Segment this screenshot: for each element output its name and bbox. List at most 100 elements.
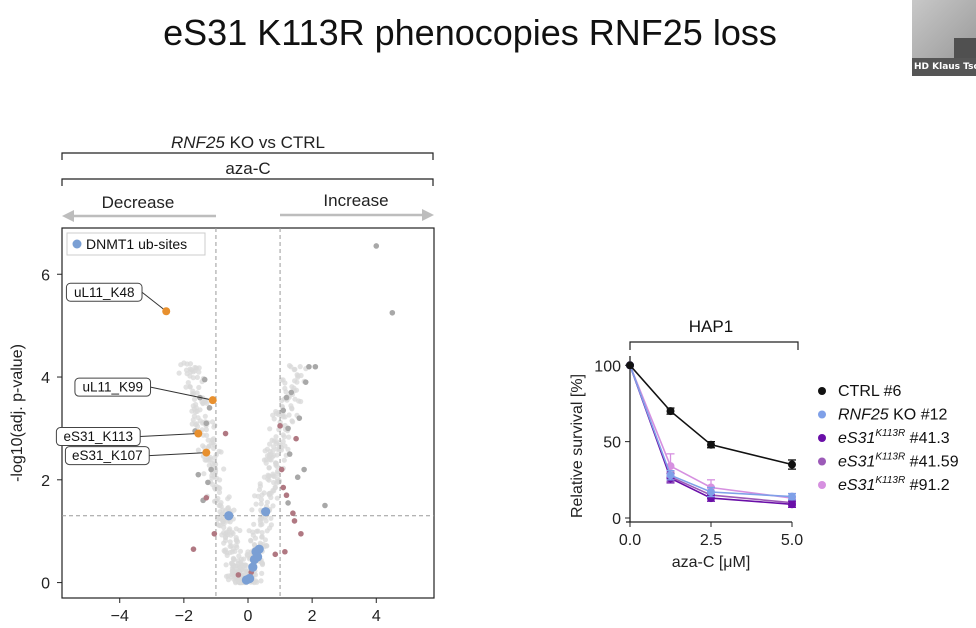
y-tick-label: 100 <box>594 358 621 375</box>
callout-label: eS31_K107 <box>72 448 143 463</box>
other-point <box>291 518 298 524</box>
background-point <box>286 412 292 418</box>
series-line <box>629 364 793 466</box>
background-point <box>261 490 267 496</box>
background-point <box>206 443 212 449</box>
legend-label: eS31K113R #91.2 <box>838 475 950 494</box>
background-point <box>209 461 215 467</box>
background-point <box>212 486 218 492</box>
background-point <box>195 447 201 453</box>
background-point <box>283 389 289 395</box>
callout-line <box>150 386 213 401</box>
background-point <box>188 367 194 373</box>
legend-italic: eS31 <box>838 477 875 494</box>
volcano-plot: RNF25 KO vs CTRL aza-C Decrease Increase uL1… <box>9 133 435 625</box>
increase-arrow-head <box>422 209 434 221</box>
background-point <box>292 366 298 372</box>
background-point <box>292 396 298 402</box>
callout-line <box>141 291 167 312</box>
background-point <box>223 562 229 568</box>
background-point <box>264 543 270 549</box>
background-point <box>233 542 239 548</box>
callout-box <box>65 282 143 302</box>
background-point <box>200 400 206 406</box>
increase-label: Increase <box>323 191 388 210</box>
significant-point <box>322 502 328 509</box>
background-point <box>223 534 229 540</box>
dnmt1-point <box>253 552 263 562</box>
x-tick-label: 2.5 <box>700 532 722 549</box>
series-point <box>788 492 796 501</box>
background-point <box>276 479 282 485</box>
background-point <box>286 434 292 440</box>
participant-name-caption: HD Klaus Tsc <box>912 58 976 76</box>
background-point <box>255 493 261 499</box>
highlighted-point <box>162 307 171 316</box>
background-point <box>264 528 270 534</box>
other-point <box>283 492 290 499</box>
background-point <box>261 457 267 463</box>
legend-superscript: K113R <box>875 428 905 439</box>
other-point <box>272 551 279 558</box>
y-tick-label: 0 <box>612 511 621 528</box>
significant-point <box>208 466 214 473</box>
background-point <box>185 380 191 386</box>
background-point <box>266 491 272 497</box>
background-point <box>227 539 233 545</box>
y-axis-label: Relative survival [%] <box>569 374 586 518</box>
participant-video-thumbnail[interactable]: HD Klaus Tsc <box>912 0 976 76</box>
slide-title: eS31 K113R phenocopies RNF25 loss <box>163 12 777 53</box>
background-point <box>285 446 291 452</box>
legend-rest: #91.2 <box>905 477 950 494</box>
other-point <box>203 494 210 501</box>
callout-line <box>149 452 207 457</box>
background-point <box>258 501 264 507</box>
background-point <box>262 448 268 454</box>
dnmt1-point <box>254 544 264 554</box>
legend-rest: CTRL #6 <box>838 383 902 400</box>
legend-marker <box>818 410 826 419</box>
background-point <box>202 457 208 463</box>
background-point <box>274 471 281 477</box>
significant-point <box>195 471 202 478</box>
legend-box <box>66 232 206 256</box>
background-point <box>213 468 219 474</box>
other-point <box>293 435 299 442</box>
legend-label: DNMT1 ub-sites <box>86 236 187 252</box>
legend-rest: #41.3 <box>905 430 950 447</box>
background-point <box>235 560 241 567</box>
series-point <box>666 407 675 416</box>
legend-marker <box>818 481 826 489</box>
x-tick-label: 0 <box>244 608 253 625</box>
background-point <box>209 419 216 425</box>
legend-label: eS31K113R #41.59 <box>838 452 959 471</box>
background-point <box>216 448 222 454</box>
survival-chart: HAP1 0 50 100 0.0 2.5 5.0 aza-C [μM] Relative su… <box>569 317 959 571</box>
background-point <box>251 521 257 527</box>
other-point <box>190 546 197 552</box>
significant-point <box>389 309 396 316</box>
background-point <box>221 548 227 554</box>
legend-label: eS31K113R #41.3 <box>838 428 950 447</box>
other-point <box>211 530 218 537</box>
background-point <box>228 532 234 538</box>
background-point <box>259 534 265 540</box>
background-point <box>281 434 287 440</box>
background-point <box>252 572 259 578</box>
background-point <box>190 388 196 394</box>
significant-point <box>296 415 303 421</box>
other-point <box>298 530 304 537</box>
legend-rest: KO #12 <box>889 407 948 424</box>
background-point <box>271 452 277 459</box>
background-point <box>230 546 236 552</box>
background-point <box>189 408 195 414</box>
survival-title-bracket <box>629 341 799 350</box>
background-point <box>270 471 276 477</box>
treatment-bracket <box>61 178 434 186</box>
background-point <box>205 437 211 443</box>
background-point <box>227 526 233 532</box>
significant-point <box>373 243 380 249</box>
background-point <box>183 384 189 390</box>
background-point <box>263 518 269 524</box>
dnmt1-point <box>261 507 271 517</box>
